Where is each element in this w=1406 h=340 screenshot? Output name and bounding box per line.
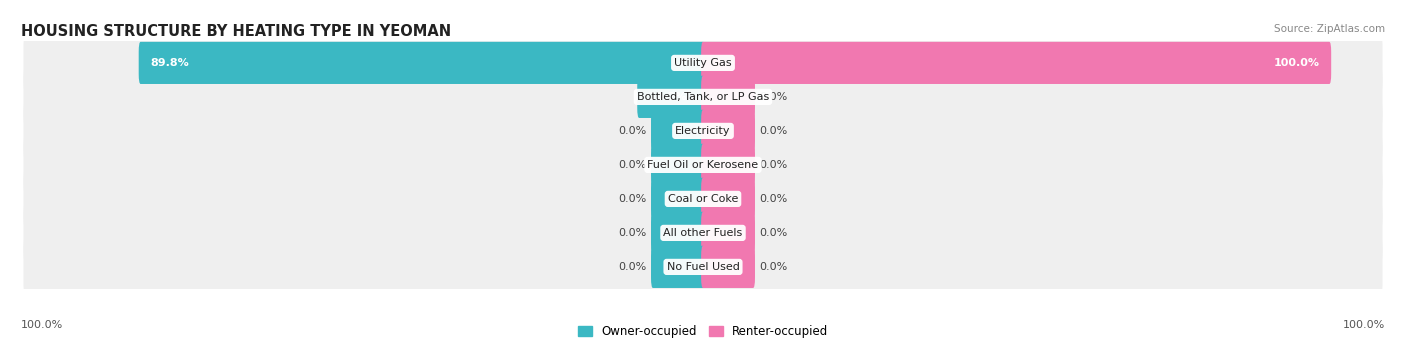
Text: 100.0%: 100.0% — [1343, 320, 1385, 329]
Text: 0.0%: 0.0% — [619, 228, 647, 238]
FancyBboxPatch shape — [702, 42, 1331, 84]
Text: 100.0%: 100.0% — [21, 320, 63, 329]
Text: No Fuel Used: No Fuel Used — [666, 262, 740, 272]
FancyBboxPatch shape — [702, 212, 755, 254]
Text: Source: ZipAtlas.com: Source: ZipAtlas.com — [1274, 24, 1385, 34]
FancyBboxPatch shape — [637, 76, 704, 118]
FancyBboxPatch shape — [24, 65, 1382, 129]
FancyBboxPatch shape — [702, 76, 755, 118]
FancyBboxPatch shape — [24, 31, 1382, 95]
Text: Utility Gas: Utility Gas — [675, 58, 731, 68]
Text: 89.8%: 89.8% — [150, 58, 188, 68]
FancyBboxPatch shape — [651, 144, 704, 186]
Text: Bottled, Tank, or LP Gas: Bottled, Tank, or LP Gas — [637, 92, 769, 102]
Text: All other Fuels: All other Fuels — [664, 228, 742, 238]
FancyBboxPatch shape — [24, 201, 1382, 265]
FancyBboxPatch shape — [24, 167, 1382, 231]
Text: 0.0%: 0.0% — [759, 228, 787, 238]
FancyBboxPatch shape — [651, 212, 704, 254]
Text: 0.0%: 0.0% — [759, 160, 787, 170]
Text: HOUSING STRUCTURE BY HEATING TYPE IN YEOMAN: HOUSING STRUCTURE BY HEATING TYPE IN YEO… — [21, 24, 451, 39]
Text: Coal or Coke: Coal or Coke — [668, 194, 738, 204]
FancyBboxPatch shape — [139, 42, 704, 84]
Text: 0.0%: 0.0% — [619, 160, 647, 170]
FancyBboxPatch shape — [702, 144, 755, 186]
Text: 0.0%: 0.0% — [619, 126, 647, 136]
FancyBboxPatch shape — [651, 178, 704, 220]
Text: 0.0%: 0.0% — [619, 194, 647, 204]
FancyBboxPatch shape — [24, 133, 1382, 197]
FancyBboxPatch shape — [702, 246, 755, 288]
Text: 100.0%: 100.0% — [1274, 58, 1320, 68]
Legend: Owner-occupied, Renter-occupied: Owner-occupied, Renter-occupied — [578, 325, 828, 338]
FancyBboxPatch shape — [24, 235, 1382, 299]
Text: 0.0%: 0.0% — [759, 194, 787, 204]
Text: Electricity: Electricity — [675, 126, 731, 136]
FancyBboxPatch shape — [651, 110, 704, 152]
FancyBboxPatch shape — [702, 110, 755, 152]
FancyBboxPatch shape — [702, 178, 755, 220]
Text: 10.2%: 10.2% — [648, 92, 688, 102]
Text: 0.0%: 0.0% — [759, 92, 787, 102]
Text: 0.0%: 0.0% — [759, 262, 787, 272]
Text: 0.0%: 0.0% — [759, 126, 787, 136]
Text: Fuel Oil or Kerosene: Fuel Oil or Kerosene — [647, 160, 759, 170]
FancyBboxPatch shape — [651, 246, 704, 288]
Text: 0.0%: 0.0% — [619, 262, 647, 272]
FancyBboxPatch shape — [24, 99, 1382, 163]
